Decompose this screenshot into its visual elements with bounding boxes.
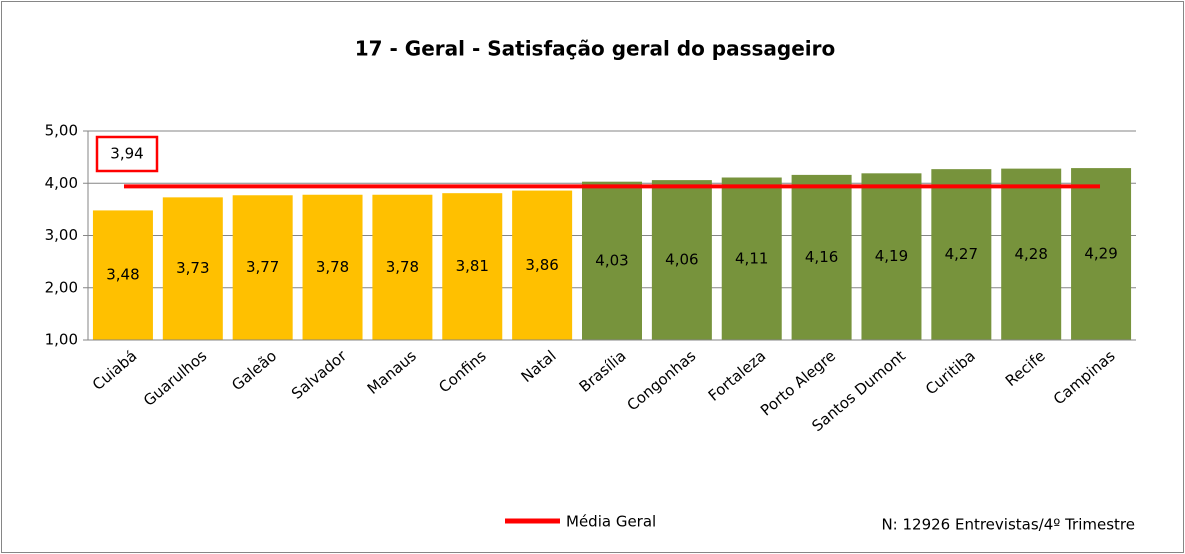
value-label: 4,06 [665, 251, 698, 269]
value-label: 4,19 [875, 247, 908, 265]
bar [721, 177, 782, 340]
value-label: 3,81 [456, 257, 489, 275]
value-label: 4,27 [945, 245, 978, 263]
bar [162, 197, 223, 340]
reference-label: 3,94 [110, 145, 143, 163]
y-tick-label: 4,00 [45, 174, 78, 192]
value-label: 3,78 [386, 258, 419, 276]
chart-title: 17 - Geral - Satisfação geral do passage… [355, 37, 836, 61]
value-label: 3,48 [106, 266, 139, 284]
reference-label-box [95, 135, 159, 173]
bar [651, 180, 712, 340]
value-label: 3,73 [176, 259, 209, 277]
value-label: 4,28 [1014, 245, 1047, 263]
bar [442, 193, 503, 340]
bar [1071, 168, 1132, 340]
bar [92, 210, 153, 340]
bar [931, 169, 992, 340]
bar [861, 173, 922, 340]
value-label: 3,86 [525, 256, 558, 274]
bar [372, 194, 433, 340]
value-label: 4,11 [735, 249, 768, 267]
y-tick-label: 1,00 [45, 331, 78, 349]
value-label: 4,03 [595, 251, 628, 269]
y-tick-label: 3,00 [45, 226, 78, 244]
y-tick-label: 2,00 [45, 278, 78, 296]
bar [791, 174, 852, 340]
bar [1001, 168, 1062, 340]
bar [512, 190, 573, 340]
bar [582, 181, 642, 340]
y-tick-label: 5,00 [45, 122, 78, 140]
note: N: 12926 Entrevistas/4º Trimestre [881, 516, 1135, 534]
value-label: 3,77 [246, 258, 279, 276]
value-label: 4,16 [805, 248, 838, 266]
value-label: 3,78 [316, 258, 349, 276]
bar [302, 194, 363, 340]
bar [232, 195, 293, 340]
legend-label: Média Geral [566, 513, 656, 531]
value-label: 4,29 [1084, 245, 1117, 263]
